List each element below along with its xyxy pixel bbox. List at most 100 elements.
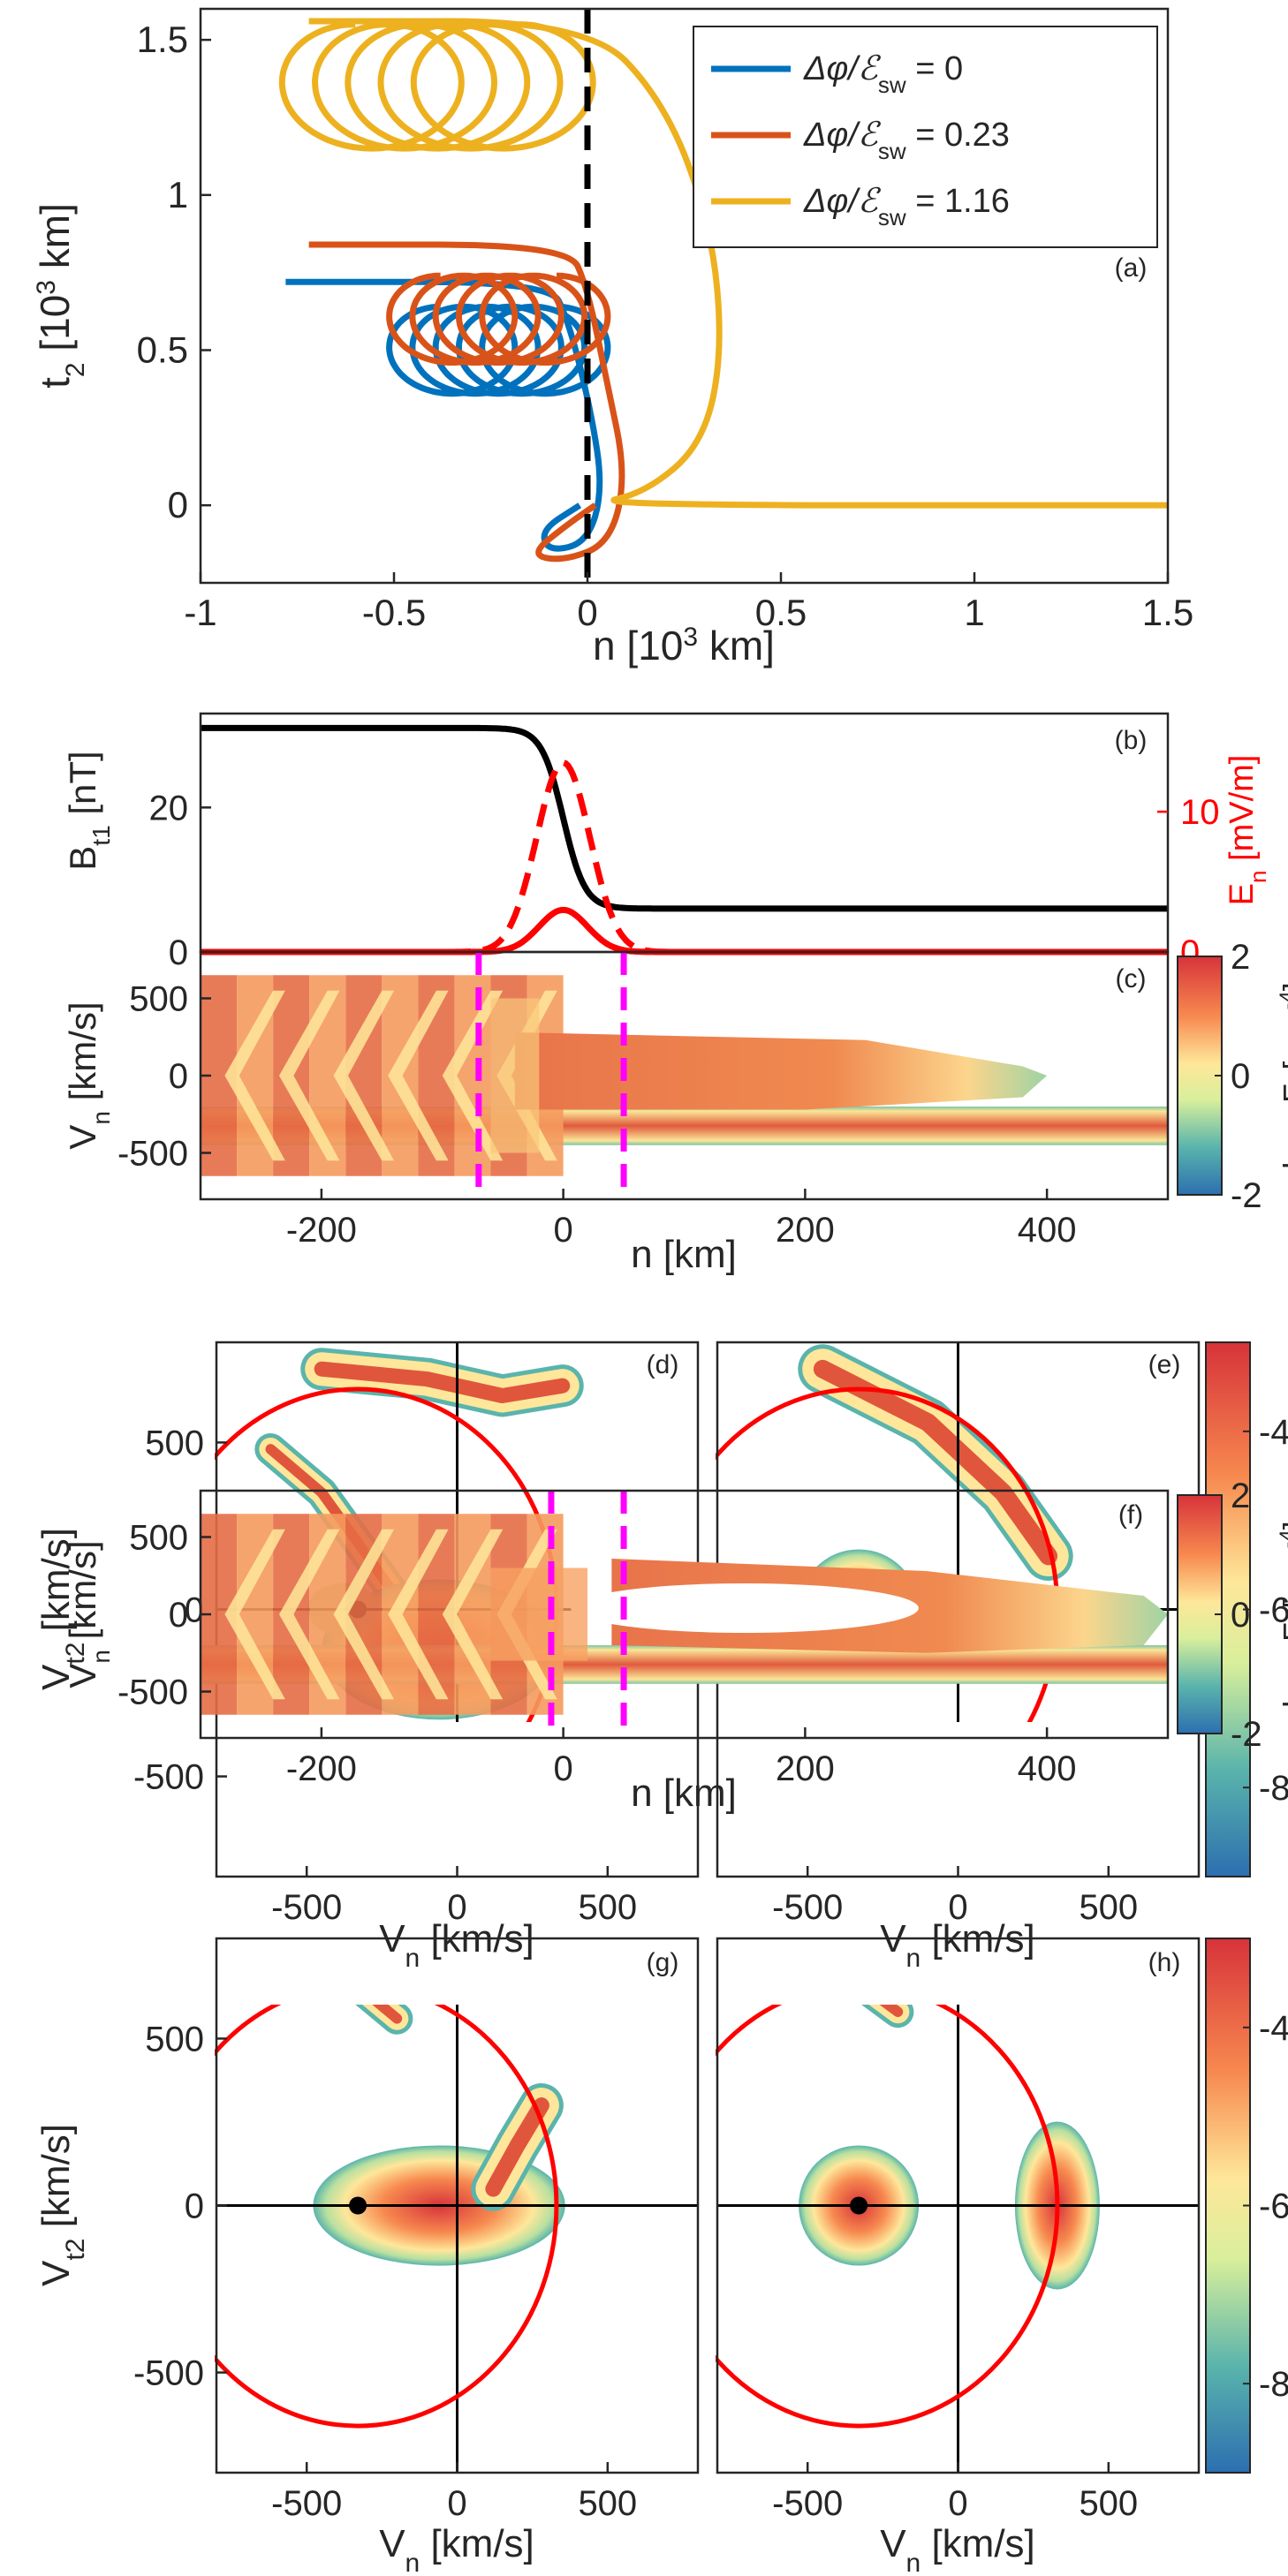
colorbar-tick-label: -2 [1231,1715,1262,1754]
reference-circle [716,2005,1060,2429]
panel-a-plot-area [278,9,1168,583]
panel-c: -200 0 200 400 -500 0 500 (c) n [km] Vn [km/s]… [62,938,1288,1276]
panel-a-ytick-label: 0.5 [137,329,188,370]
colorbar-tick-label: -8 [1259,2365,1288,2404]
ring-arc-core [314,1361,571,1404]
panel-c-xtick-label: -200 [286,1211,357,1250]
panel-d-xlabel: Vn [km/s] [379,1917,534,1973]
panel-c-ytick-label: -500 [117,1135,188,1174]
panel-f-ytick-label: 500 [129,1519,188,1558]
panel-a-ytick-label: 0 [168,484,188,525]
colorbar-tick-label: -8 [1259,1769,1288,1808]
panel-f-xtick-label: 0 [554,1749,573,1788]
colorbar-tick-label: 2 [1231,938,1250,977]
profile-line-1 [201,759,1168,956]
colorbar-label-part: -4 [1276,991,1288,1009]
colorbar-tick-label: -4 [1259,2009,1288,2048]
panel-a-xtick-label: 1 [964,592,984,633]
panel-b-ylabel-right: En [mV/m] [1224,755,1271,906]
inflow-velocity-dot [850,2196,868,2215]
transition-region [490,998,540,1153]
reflected-beam-halo [362,2005,409,2030]
panel-d-ytick-label: 500 [145,1424,204,1462]
panel-g-xtick-label: 500 [578,2484,637,2523]
panel-d-xtick-label: 0 [447,1888,466,1927]
colorbar-tick-label: -6 [1259,2187,1288,2226]
reference-circle [215,2005,559,2429]
trajectory-path-2 [308,18,1168,509]
panel-g-ytick-label: 0 [185,2187,204,2226]
panel-h-xtick-label: 500 [1079,2484,1138,2523]
colorbar-tick-label: 2 [1231,1477,1250,1515]
chevron-stripe [333,990,394,1161]
panel-a-xtick-label: -1 [184,592,216,633]
panel-c-xlabel: n [km] [631,1233,737,1276]
panel-e-xlabel: Vn [km/s] [880,1917,1035,1973]
panel-a-xtick-label: 1.5 [1142,592,1193,633]
colorbar-tick-label: -2 [1231,1176,1262,1215]
panel-a: -1 -0.5 0 0.5 1 1.5 0 0.5 1 1.5 (a) n [103 km] t2… [32,7,1194,669]
colorbar-label: log10Fi [s m-4] [1276,982,1288,1168]
downstream-population [514,1032,1048,1110]
colorbar-label-part: F [1277,1622,1288,1642]
panel-c-heatmap [201,952,1168,1199]
panel-f-label: (f) [1118,1500,1143,1530]
colorbar-label-part: [s m [1277,1549,1288,1618]
panel-b-ytick-label: 20 [149,789,189,827]
panel-f-heatmap [201,1491,1168,1738]
panel-f-xtick-label: 400 [1018,1749,1077,1788]
chevron-stripe [224,1529,285,1700]
chevron-stripe [442,990,504,1161]
panel-e-label: (e) [1148,1350,1181,1379]
accelerated-tail-core [485,2097,549,2197]
colorbar-tick-label: -4 [1259,1413,1288,1452]
trajectory-path-1 [308,241,625,563]
panel-e-xtick-label: 500 [1079,1888,1138,1927]
panel-c-xtick-label: 0 [554,1211,573,1250]
panel-f-ytick-label: 0 [169,1596,188,1635]
panel-a-ticks: -1 -0.5 0 0.5 1 1.5 0 0.5 1 1.5 [137,19,1194,633]
colorbar-tick-label: 0 [1231,1596,1250,1635]
panel-e-xtick-label: -500 [772,1888,843,1927]
panel-h-distribution [716,2005,1199,2473]
panel-a-xtick-label: 0.5 [755,592,807,633]
panel-gh-colorbar: -8-6-4log10Fi [s2 m-5] [1205,1938,1288,2474]
panel-g: -500 0 500 -500 0 500 (g) Vn [km/s] Vt2 [km/s… [34,1937,700,2576]
trajectory-gyration-0 [386,303,611,397]
chevron-stripe [278,1529,340,1700]
panel-h-xtick-label: -500 [772,2484,843,2523]
panel-b-ylabel: Bt1 [nT] [62,751,115,870]
panel-a-xtick-label: 0 [577,592,597,633]
chevron-stripe [278,990,340,1161]
panel-d-ytick-label: 0 [185,1591,204,1630]
panel-g-ytick-label: 500 [145,2020,204,2059]
panel-a-xtick-label: -0.5 [362,592,426,633]
panel-f-ticks: -200 0 200 400 -500 0 500 [117,1519,1077,1789]
chevron-stripe [224,990,285,1161]
ring-arc-core [813,1359,1058,1566]
panel-c-ticks: -200 0 200 400 -500 0 500 [117,980,1077,1250]
chevron-stripe [388,990,449,1161]
panel-g-ytick-label: -500 [133,2354,204,2393]
panel-c-colorbar: -2 0 2 log10Fi [s m-4] [1177,938,1288,1215]
panel-f-colorbar: -2 0 2 log10Fi [s m-4] [1177,1477,1288,1754]
downstream-gap [571,1583,919,1633]
panel-b-ytick-label: 0 [169,933,188,972]
legend-entry-1: Δφ/ℰsw = 0.23 [803,117,1010,164]
panel-d-ticks: -500 0 500 -500 0 500 [133,1424,637,1927]
chevron-stripe [333,1529,394,1700]
panel-b-plot-area [201,724,1168,956]
panel-g-label: (g) [647,1948,679,1977]
panel-g-distribution [215,2005,698,2473]
panel-d-ylabel: Vt2 [km/s] [34,1528,90,1690]
colorbar-label-part: ] [1277,982,1288,991]
trajectory-gyration-1 [386,272,611,366]
reflected-beam-core [372,2005,403,2024]
panel-a-ylabel: t2 [103 km] [32,203,90,389]
panel-g-xtick-label: -500 [271,2484,342,2523]
panel-d-xtick-label: 500 [578,1888,637,1927]
panel-d-label: (d) [647,1350,679,1379]
